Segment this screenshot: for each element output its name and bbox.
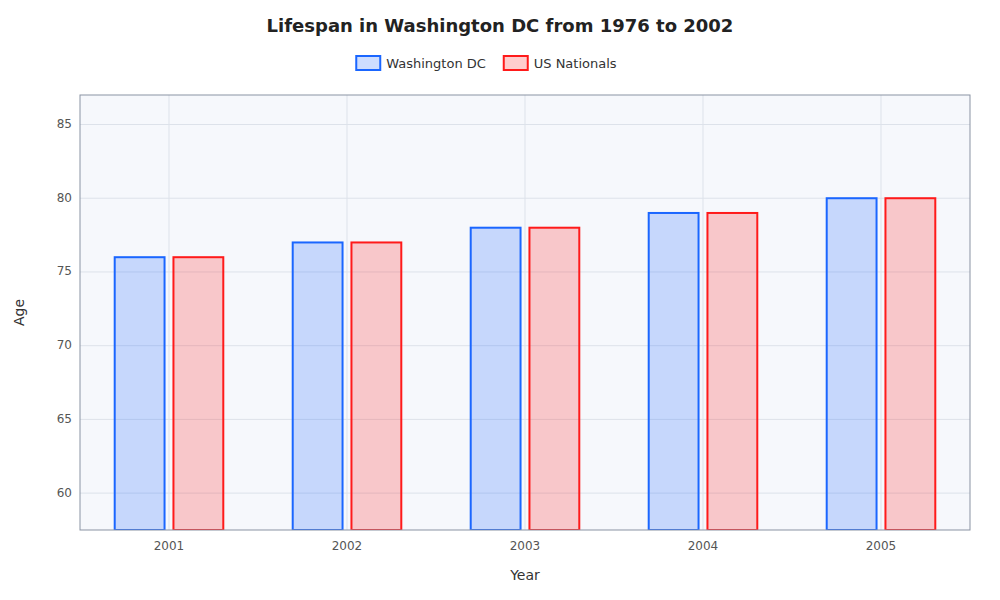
legend-swatch	[356, 56, 380, 70]
bar	[351, 242, 401, 530]
x-grid-line	[169, 95, 170, 530]
legend-swatch	[504, 56, 528, 70]
x-grid-line	[881, 95, 882, 530]
bar	[173, 257, 223, 530]
legend-label: Washington DC	[386, 56, 486, 71]
x-grid-line	[347, 95, 348, 530]
legend-label: US Nationals	[534, 56, 617, 71]
x-tick-label: 2001	[154, 539, 185, 553]
y-tick-label: 75	[57, 264, 72, 278]
x-tick-label: 2002	[332, 539, 363, 553]
y-axis-label: Age	[11, 299, 27, 326]
chart-svg: 60 65 70 75 80 85 2001 2002 2003 2004 2005 Year Age L…	[0, 0, 1000, 600]
bar	[529, 228, 579, 530]
bar	[293, 242, 343, 530]
y-tick-label: 85	[57, 117, 72, 131]
legend: Washington DC US Nationals	[356, 56, 617, 71]
x-grid-line	[703, 95, 704, 530]
x-axis-label: Year	[509, 567, 540, 583]
x-tick-label: 2003	[510, 539, 541, 553]
y-tick-label: 65	[57, 412, 72, 426]
bar	[649, 213, 699, 530]
x-grid-line	[525, 95, 526, 530]
title: Lifespan in Washington DC from 1976 to 2…	[267, 15, 734, 36]
bar	[471, 228, 521, 530]
x-tick-label: 2004	[688, 539, 719, 553]
bar	[707, 213, 757, 530]
plot-background	[80, 95, 970, 530]
bar	[827, 198, 877, 530]
y-tick-label: 60	[57, 486, 72, 500]
y-tick-label: 80	[57, 191, 72, 205]
chart-container: 60 65 70 75 80 85 2001 2002 2003 2004 2005 Year Age L…	[0, 0, 1000, 600]
plot-frame	[80, 95, 970, 530]
x-tick-label: 2005	[866, 539, 897, 553]
marks	[115, 198, 936, 530]
y-tick-label: 70	[57, 338, 72, 352]
bar	[885, 198, 935, 530]
bar	[115, 257, 165, 530]
